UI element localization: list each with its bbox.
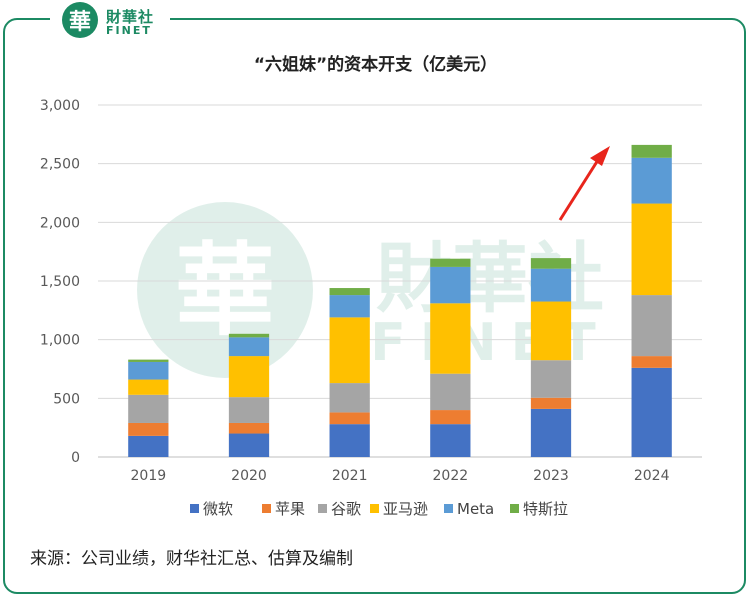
bar-segment [530,397,572,409]
bar-segment [430,266,471,304]
finet-seal-icon: 華 [62,2,98,38]
watermark-name-en: FINET [370,313,609,373]
bar-segment [228,356,270,398]
legend-label: 微软 [203,500,233,518]
bar-segment [530,360,572,398]
legend-swatch [444,504,453,513]
y-tick-label: 1,000 [40,333,80,349]
bar-segment [631,144,672,158]
bar-segment [530,268,572,302]
trend-arrow-icon [558,146,610,221]
y-tick-label: 1,500 [40,274,80,290]
x-tick-label: 2022 [433,468,469,484]
bar-segment [329,383,370,413]
bar-segment [430,410,471,425]
legend-label: Meta [457,500,494,518]
x-tick-label: 2023 [533,468,569,484]
bar-segment [329,288,370,296]
brand-name-cn: 財華社 [106,8,155,26]
legend-swatch [262,504,271,513]
bar-segment [530,301,572,361]
legend-label: 亚马逊 [383,500,428,518]
bar-segment [128,435,169,457]
x-tick-label: 2024 [634,468,670,484]
y-tick-label: 500 [53,391,80,407]
bar-segment [329,317,370,384]
bar-segment [228,337,270,357]
source-note: 来源：公司业绩，财华社汇总、估算及编制 [30,549,353,569]
chart-frame [3,18,746,594]
legend-label: 特斯拉 [523,500,568,518]
legend-swatch [190,504,199,513]
legend-swatch [370,504,379,513]
legend-label: 苹果 [275,500,305,518]
x-tick-label: 2019 [131,468,167,484]
chart-title: “六姐妹”的资本开支（亿美元） [253,55,498,75]
bar-segment [430,373,471,411]
bar-segment [631,295,672,357]
bar-segment [128,394,169,423]
bar-segment [128,379,169,395]
bar-segment [128,361,169,380]
bar-segment [631,203,672,296]
bar-segment [329,412,370,425]
y-tick-label: 2,500 [40,157,80,173]
bar-segment [430,258,471,267]
bar-segment [631,157,672,204]
y-tick-label: 3,000 [40,98,80,114]
x-tick-label: 2020 [231,468,267,484]
legend-swatch [510,504,519,513]
bar-segment [228,397,270,423]
x-tick-label: 2021 [332,468,368,484]
bar-segment [631,356,672,368]
bar-segment [430,424,471,457]
bar-segment [228,433,270,457]
brand-name-en: FINET [106,24,152,37]
legend-label: 谷歌 [331,500,361,518]
bar-segment [329,295,370,318]
y-tick-label: 0 [71,450,80,466]
bar-segment [530,258,572,269]
bar-segment [329,424,370,457]
bar-segment [530,408,572,457]
bar-segment [128,422,169,436]
bar-segment [430,303,471,374]
legend-swatch [318,504,327,513]
bar-segment [631,367,672,457]
bar-segment [128,359,169,362]
y-tick-label: 2,000 [40,215,80,231]
bar-segment [228,422,270,434]
watermark-seal-char: 華 [175,231,275,349]
bar-segment [228,333,270,338]
